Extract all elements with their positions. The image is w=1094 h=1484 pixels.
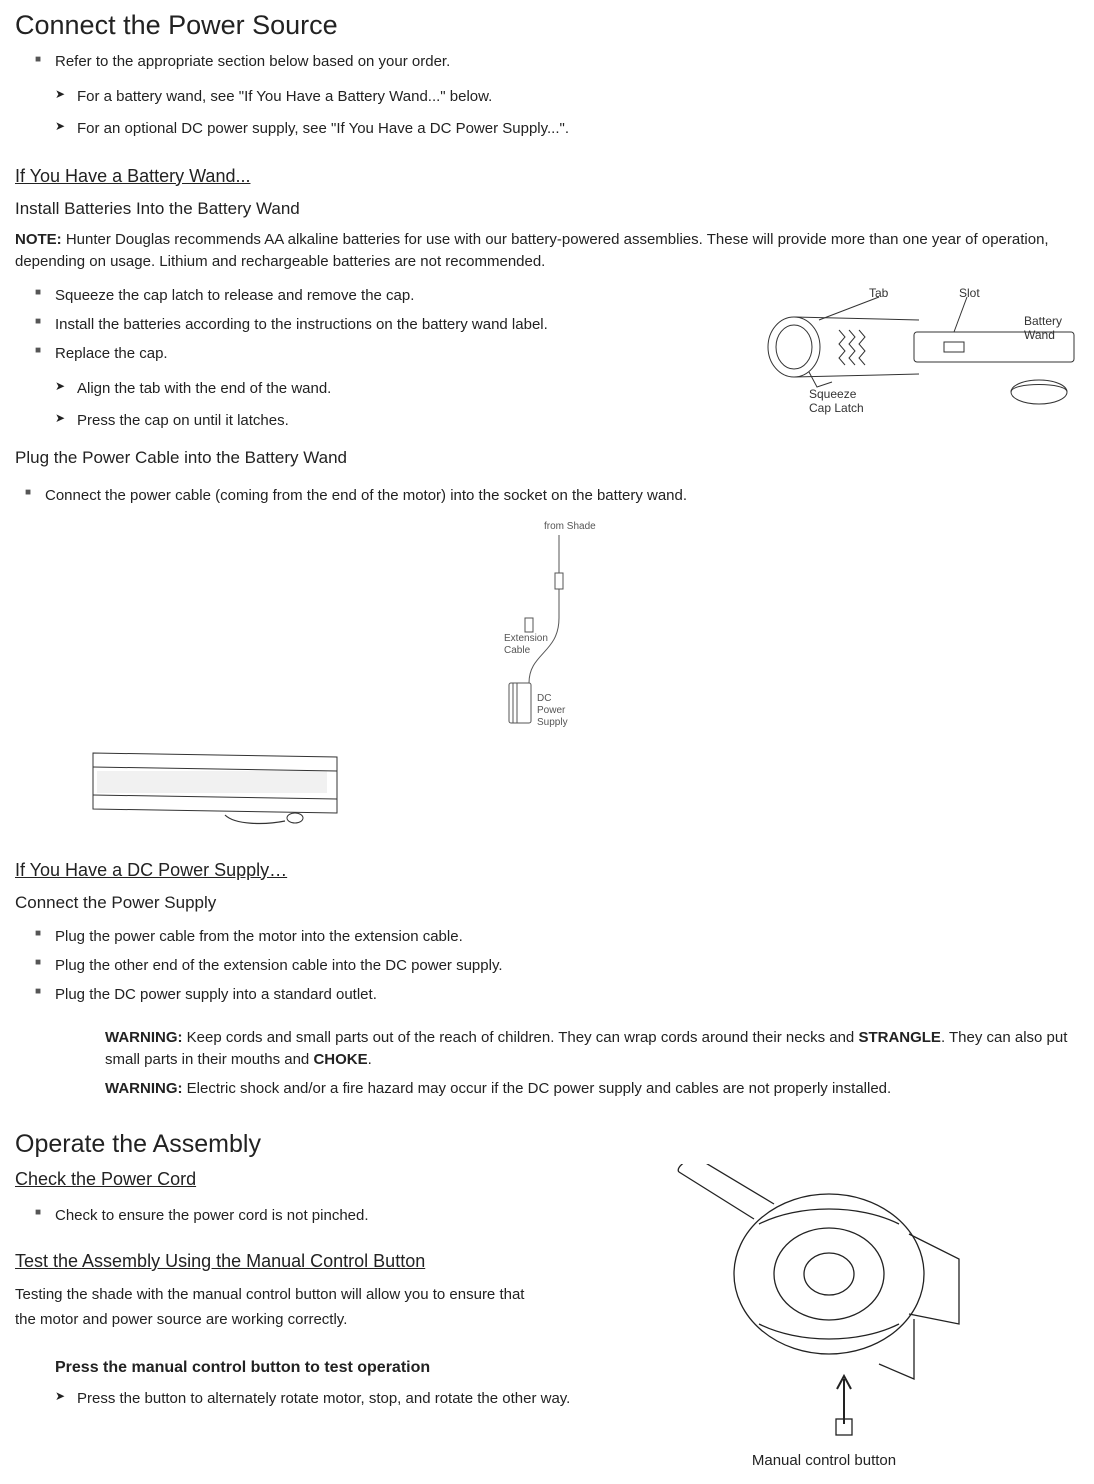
- plug-list: Connect the power cable (coming from the…: [15, 482, 1079, 509]
- warning-1a: Keep cords and small parts out of the re…: [183, 1029, 859, 1046]
- battery-step-3: Replace the cap.: [35, 340, 1079, 367]
- battery-sub-heading: Install Batteries Into the Battery Wand: [15, 199, 1079, 219]
- plug-heading: Plug the Power Cable into the Battery Wa…: [15, 448, 1079, 468]
- intro-bullet: Refer to the appropriate section below b…: [35, 49, 1079, 75]
- warning-2-text: Electric shock and/or a fire hazard may …: [183, 1080, 892, 1097]
- check-bullet: Check to ensure the power cord is not pi…: [35, 1202, 1079, 1229]
- dc-sub-heading: Connect the Power Supply: [15, 893, 1079, 913]
- manual-bullet: Press the button to alternately rotate m…: [55, 1385, 1079, 1414]
- plug-bullet: Connect the power cable (coming from the…: [25, 482, 1079, 509]
- battery-step-2: Install the batteries according to the i…: [35, 311, 1079, 338]
- battery-step-1: Squeeze the cap latch to release and rem…: [35, 282, 1079, 309]
- dc-heading: If You Have a DC Power Supply…: [15, 860, 1079, 881]
- intro-sub-2: For an optional DC power supply, see "If…: [55, 115, 1079, 144]
- dc-label-extension: Extension Cable: [504, 633, 548, 657]
- section-title-connect: Connect the Power Source: [15, 10, 1079, 41]
- battery-steps-list: Squeeze the cap latch to release and rem…: [15, 282, 1079, 367]
- intro-sub-1: For a battery wand, see "If You Have a B…: [55, 83, 1079, 112]
- warning-1-choke: CHOKE: [313, 1051, 367, 1068]
- dc-label-dcpower: DC Power Supply: [537, 693, 568, 729]
- note-paragraph: NOTE: Hunter Douglas recommends AA alkal…: [15, 229, 1079, 274]
- dc-step-3: Plug the DC power supply into a standard…: [35, 981, 1079, 1008]
- headrail-figure: [85, 743, 345, 828]
- dc-step-1: Plug the power cable from the motor into…: [35, 923, 1079, 950]
- warning-label-1: WARNING:: [105, 1029, 183, 1046]
- battery-substep-2: Press the cap on until it latches.: [55, 407, 1079, 436]
- warning-1: WARNING: Keep cords and small parts out …: [105, 1027, 1079, 1072]
- warning-label-2: WARNING:: [105, 1080, 183, 1097]
- dc-supply-figure: from Shade Extension Cable DC Power Supp…: [499, 523, 619, 733]
- section-title-operate: Operate the Assembly: [15, 1130, 1079, 1159]
- warning-2: WARNING: Electric shock and/or a fire ha…: [105, 1078, 1079, 1101]
- check-list: Check to ensure the power cord is not pi…: [15, 1202, 1079, 1229]
- dc-step-2: Plug the other end of the extension cabl…: [35, 952, 1079, 979]
- battery-heading: If You Have a Battery Wand...: [15, 166, 1079, 187]
- note-text: Hunter Douglas recommends AA alkaline ba…: [15, 231, 1049, 271]
- intro-list: Refer to the appropriate section below b…: [15, 49, 1079, 75]
- manual-list: Press the button to alternately rotate m…: [15, 1385, 1079, 1414]
- dc-label-shade: from Shade: [544, 521, 596, 533]
- battery-substep-1: Align the tab with the end of the wand.: [55, 375, 1079, 404]
- intro-sublist: For a battery wand, see "If You Have a B…: [15, 83, 1079, 144]
- note-label: NOTE:: [15, 231, 62, 248]
- motor-caption: Manual control button: [659, 1452, 989, 1469]
- warning-1-strangle: STRANGLE: [858, 1029, 941, 1046]
- warning-1c: .: [368, 1051, 372, 1068]
- dc-steps-list: Plug the power cable from the motor into…: [15, 923, 1079, 1008]
